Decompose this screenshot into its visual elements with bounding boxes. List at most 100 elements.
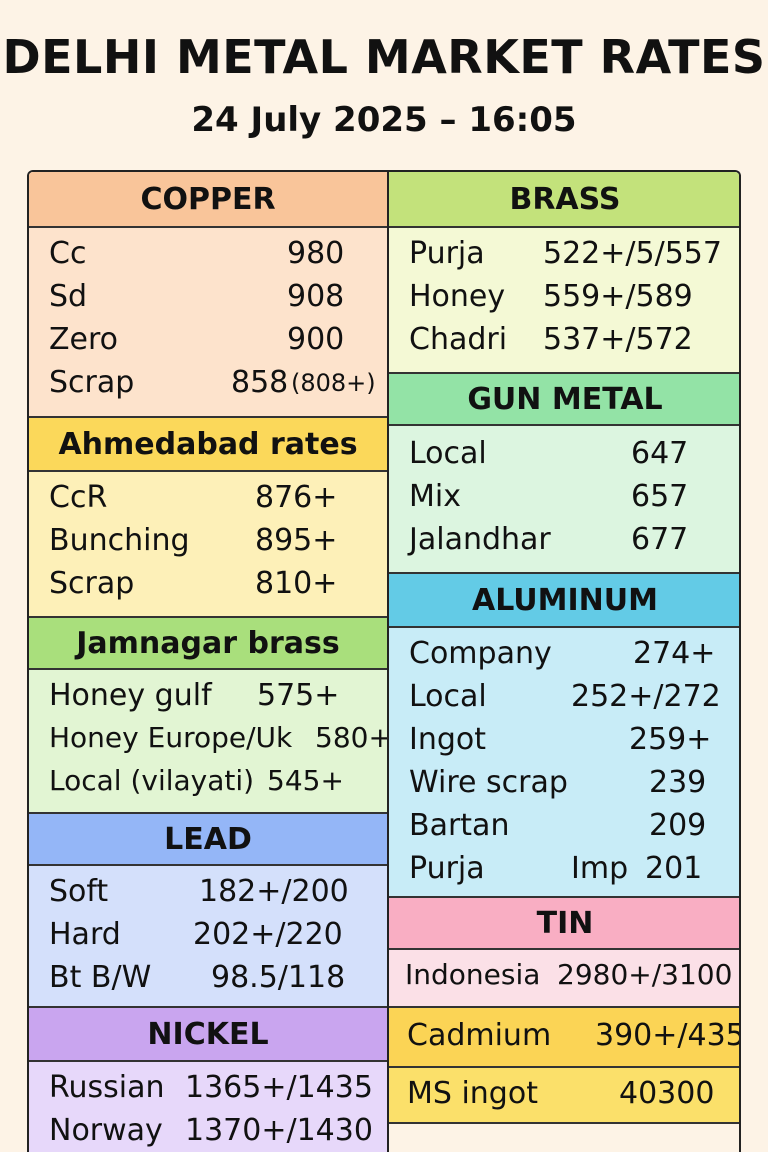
brass-section: BRASS Purja 522+/5/557 Honey 559+/589 Ch… bbox=[389, 172, 739, 374]
row-value: 201 bbox=[645, 851, 703, 886]
row-value: 252+/272 bbox=[571, 679, 721, 714]
row-name: CcR bbox=[49, 480, 108, 515]
row-value: 202+/220 bbox=[193, 917, 343, 952]
lead-section: LEAD Soft 182+/200 Hard 202+/220 Bt B/W … bbox=[29, 814, 387, 1008]
brass-header: BRASS bbox=[389, 172, 739, 228]
ahmedabad-row-scrap: Scrap 810+ bbox=[29, 566, 387, 608]
aluminum-header: ALUMINUM bbox=[389, 574, 739, 628]
row-name: Local bbox=[409, 679, 487, 714]
lead-row-hard: Hard 202+/220 bbox=[29, 917, 387, 959]
ahmedabad-header: Ahmedabad rates bbox=[29, 418, 387, 472]
row-value: 858 bbox=[231, 365, 289, 400]
jamnagar-section: Jamnagar brass Honey gulf 575+ Honey Eur… bbox=[29, 618, 392, 814]
jamnagar-row-honey-gulf: Honey gulf 575+ bbox=[29, 678, 387, 720]
msingot-value: 40300 bbox=[619, 1076, 715, 1111]
row-name: Hard bbox=[49, 917, 121, 952]
aluminum-row-local: Local 252+/272 bbox=[389, 679, 739, 721]
copper-section: COPPER Cc 980 Sd 908 Zero 900 Scrap 858 bbox=[29, 172, 387, 418]
lead-header: LEAD bbox=[29, 814, 387, 866]
row-name: Ingot bbox=[409, 722, 487, 757]
row-name: Honey gulf bbox=[49, 678, 212, 713]
copper-header: COPPER bbox=[29, 172, 387, 228]
row-name: Cc bbox=[49, 236, 87, 271]
row-name: Bartan bbox=[409, 808, 510, 843]
row-name: Russian bbox=[49, 1070, 165, 1105]
brass-row-chadri: Chadri 537+/572 bbox=[389, 322, 739, 364]
cadmium-name: Cadmium bbox=[407, 1018, 552, 1053]
tin-header: TIN bbox=[389, 898, 739, 950]
row-value: 647 bbox=[631, 436, 689, 471]
row-value: 209 bbox=[649, 808, 707, 843]
row-name: Wire scrap bbox=[409, 765, 568, 800]
row-name: Sd bbox=[49, 279, 88, 314]
row-value: 657 bbox=[631, 479, 689, 514]
ahmedabad-row-ccr: CcR 876+ bbox=[29, 480, 387, 522]
row-value: 895+ bbox=[255, 523, 338, 558]
lead-row-soft: Soft 182+/200 bbox=[29, 874, 387, 916]
msingot-name: MS ingot bbox=[407, 1076, 538, 1111]
row-value: 2980+/3100 bbox=[557, 958, 733, 991]
tin-row-indonesia: Indonesia 2980+/3100 bbox=[389, 958, 739, 1000]
row-value: 876+ bbox=[255, 480, 338, 515]
row-name: Bt B/W bbox=[49, 960, 152, 995]
aluminum-section: ALUMINUM Company 274+ Local 252+/272 Ing… bbox=[389, 574, 739, 898]
row-value: 182+/200 bbox=[199, 874, 349, 909]
row-value: 1365+/1435 bbox=[185, 1070, 373, 1105]
row-value: 98.5/118 bbox=[211, 960, 346, 995]
brass-row-purja: Purja 522+/5/557 bbox=[389, 236, 739, 278]
row-name: Norway bbox=[49, 1113, 163, 1148]
row-value: 908 bbox=[287, 279, 345, 314]
row-name: Zero bbox=[49, 322, 119, 357]
copper-row-sd: Sd 908 bbox=[29, 279, 387, 321]
aluminum-row-bartan: Bartan 209 bbox=[389, 808, 739, 850]
row-value: 559+/589 bbox=[543, 279, 693, 314]
row-name: Chadri bbox=[409, 322, 508, 357]
jamnagar-row-local-vilayati: Local (vilayati) 545+ bbox=[29, 764, 387, 806]
row-name: Scrap bbox=[49, 566, 135, 601]
row-name: Purja bbox=[409, 236, 485, 271]
lead-row-bt-bw: Bt B/W 98.5/118 bbox=[29, 960, 387, 1002]
row-name: Honey Europe/Uk bbox=[49, 721, 293, 754]
row-name: Soft bbox=[49, 874, 109, 909]
row-name: Bunching bbox=[49, 523, 190, 558]
row-value: 522+/5/557 bbox=[543, 236, 722, 271]
msingot-section: MS ingot 40300 bbox=[389, 1068, 739, 1124]
jamnagar-row-honey-europe: Honey Europe/Uk 580+ bbox=[29, 721, 392, 763]
row-note: (808+) bbox=[291, 369, 376, 397]
gunmetal-row-jalandhar: Jalandhar 677 bbox=[389, 522, 739, 564]
row-name: Mix bbox=[409, 479, 461, 514]
row-name: Scrap bbox=[49, 365, 135, 400]
row-name: Local (vilayati) bbox=[49, 764, 255, 797]
cadmium-value: 390+/435 bbox=[595, 1018, 741, 1053]
copper-row-zero: Zero 900 bbox=[29, 322, 387, 364]
row-value: 1370+/1430 bbox=[185, 1113, 373, 1148]
cadmium-section: Cadmium 390+/435 bbox=[389, 1008, 741, 1068]
gunmetal-row-local: Local 647 bbox=[389, 436, 739, 478]
aluminum-row-ingot: Ingot 259+ bbox=[389, 722, 739, 764]
gunmetal-section: GUN METAL Local 647 Mix 657 Jalandhar 67… bbox=[389, 374, 739, 574]
gunmetal-header: GUN METAL bbox=[389, 374, 739, 426]
jamnagar-header: Jamnagar brass bbox=[29, 618, 387, 670]
row-name: Honey bbox=[409, 279, 506, 314]
row-value: 580+ bbox=[315, 721, 392, 754]
page-subtitle: 24 July 2025 – 16:05 bbox=[191, 100, 577, 140]
aluminum-row-company: Company 274+ bbox=[389, 636, 739, 678]
row-value: 239 bbox=[649, 765, 707, 800]
row-value: 537+/572 bbox=[543, 322, 693, 357]
aluminum-row-wire-scrap: Wire scrap 239 bbox=[389, 765, 739, 807]
brass-row-honey: Honey 559+/589 bbox=[389, 279, 739, 321]
row-value: 545+ bbox=[267, 764, 344, 797]
copper-row-cc: Cc 980 bbox=[29, 236, 387, 278]
row-value: 900 bbox=[287, 322, 345, 357]
row-value: 575+ bbox=[257, 678, 340, 713]
row-name: Local bbox=[409, 436, 487, 471]
ahmedabad-row-bunching: Bunching 895+ bbox=[29, 523, 387, 565]
nickel-section: NICKEL Russian 1365+/1435 Norway 1370+/1… bbox=[29, 1008, 387, 1152]
copper-row-scrap: Scrap 858 (808+) bbox=[29, 365, 387, 407]
row-value: 259+ bbox=[629, 722, 712, 757]
nickel-header: NICKEL bbox=[29, 1008, 387, 1062]
aluminum-row-purja: Purja Imp 201 bbox=[389, 851, 739, 893]
right-column: BRASS Purja 522+/5/557 Honey 559+/589 Ch… bbox=[387, 172, 741, 1152]
row-value: 980 bbox=[287, 236, 345, 271]
row-value: 274+ bbox=[633, 636, 716, 671]
